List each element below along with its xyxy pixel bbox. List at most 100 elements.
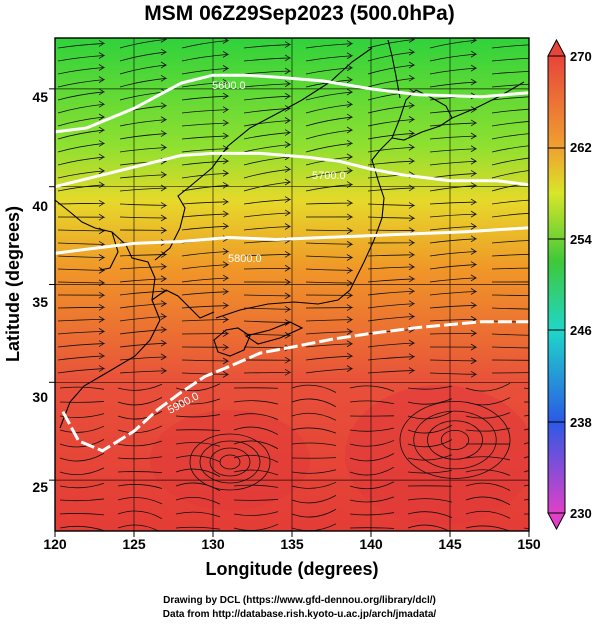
streamline (57, 291, 106, 299)
streamline (305, 52, 354, 62)
streamline (429, 210, 478, 218)
streamline (305, 64, 354, 75)
streamline (491, 267, 529, 270)
streamline (119, 144, 168, 153)
streamline (465, 469, 511, 476)
streamline (367, 38, 416, 49)
streamline (491, 57, 529, 62)
streamline (243, 178, 292, 192)
streamline (57, 328, 106, 335)
streamline (491, 281, 529, 283)
streamline-swirl (219, 454, 241, 470)
x-tick-label: 140 (359, 536, 383, 552)
streamline (367, 339, 416, 348)
streamline (491, 44, 529, 49)
streamline (57, 227, 106, 235)
streamline (407, 424, 453, 434)
streamline (117, 510, 163, 520)
streamline (233, 523, 279, 531)
x-tick-label: 145 (438, 536, 462, 552)
streamline (305, 328, 354, 335)
streamline (291, 398, 337, 408)
streamline (429, 106, 478, 114)
streamline (119, 171, 168, 179)
streamline (291, 481, 337, 489)
streamline (407, 511, 453, 518)
streamline (117, 484, 163, 489)
streamline (57, 126, 106, 140)
streamline (523, 456, 529, 459)
page-title: MSM 06Z29Sep2023 (500.0hPa) (144, 2, 455, 25)
streamline (243, 196, 292, 205)
streamline (243, 250, 292, 258)
contour-label-5600: 5600.0 (212, 80, 246, 92)
streamline (181, 274, 230, 283)
streamline (243, 54, 292, 62)
streamline (119, 116, 168, 127)
streamline (181, 248, 230, 257)
streamline (407, 439, 453, 448)
contour-line-5600 (55, 73, 529, 134)
streamline (119, 184, 168, 192)
streamline (57, 100, 106, 114)
streamline (429, 357, 478, 365)
streamline-swirl (427, 420, 483, 460)
streamline (465, 496, 511, 506)
streamline (349, 496, 395, 503)
streamline (367, 251, 416, 259)
streamline (291, 427, 337, 434)
streamline (367, 214, 416, 222)
streamline (349, 400, 395, 405)
streamline (181, 65, 230, 75)
streamline (305, 352, 354, 361)
streamline-swirl (440, 429, 470, 451)
streamline (523, 527, 529, 530)
streamline (57, 267, 106, 274)
streamline (119, 251, 168, 258)
axis-ticks (49, 88, 530, 537)
streamline (491, 307, 529, 310)
streamline (243, 67, 292, 75)
colorbar-ramp (548, 56, 565, 513)
streamline (465, 412, 511, 419)
streamline (57, 153, 106, 166)
streamline (429, 223, 478, 231)
streamlines (57, 38, 529, 531)
streamline (243, 141, 292, 153)
streamline (175, 414, 221, 418)
streamline (59, 413, 105, 418)
streamline (291, 412, 337, 421)
colorbar-bottom-arrow (547, 512, 566, 531)
streamline (465, 482, 511, 491)
streamline (181, 222, 230, 231)
coastlines (55, 39, 525, 429)
streamline (119, 48, 168, 62)
streamline (181, 371, 230, 378)
streamline (119, 353, 168, 361)
streamline (243, 292, 292, 300)
streamline (491, 372, 529, 374)
streamline (367, 116, 416, 127)
streamline (59, 452, 105, 462)
streamline (429, 329, 478, 337)
colorbar-tick-label: 246 (570, 323, 592, 338)
streamline (429, 38, 478, 49)
colorbar-tick-label: 262 (570, 140, 592, 155)
streamline (491, 96, 529, 101)
contour-line-5900 (61, 320, 529, 453)
streamline (367, 300, 416, 309)
streamline (233, 440, 279, 450)
streamline (119, 339, 168, 348)
streamline (291, 508, 337, 518)
streamline (59, 386, 105, 390)
streamline (181, 302, 230, 309)
contour-label-5700: 5700.0 (312, 170, 346, 182)
streamline (175, 383, 221, 392)
streamline (243, 80, 292, 88)
streamline (407, 469, 453, 474)
streamline (367, 353, 416, 361)
streamline (119, 38, 168, 49)
streamline (407, 398, 453, 405)
streamline (523, 484, 529, 487)
